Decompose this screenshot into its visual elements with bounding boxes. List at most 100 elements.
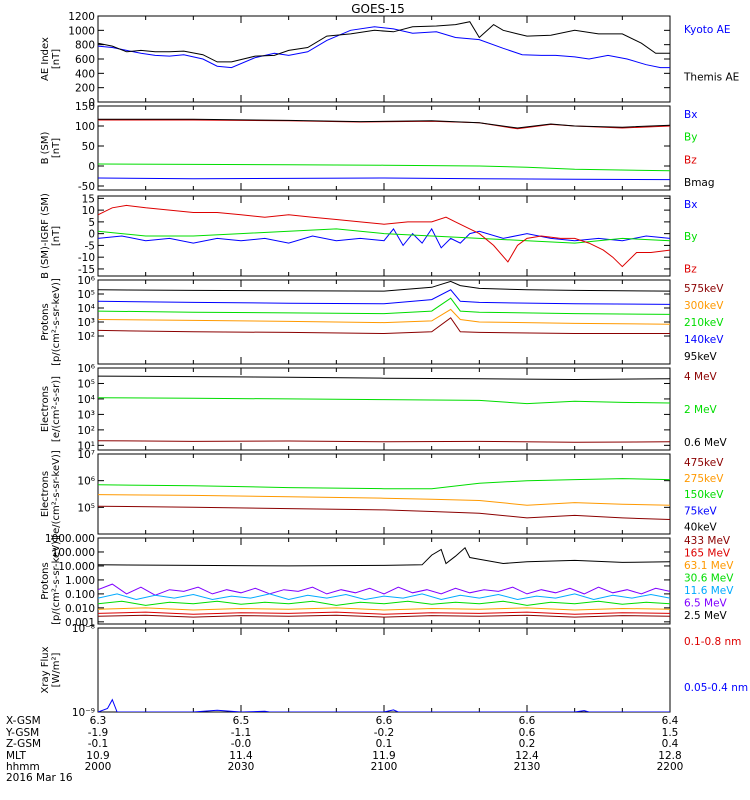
y-tick-label: 10⁴: [77, 394, 95, 406]
y-tick-label: 0: [88, 229, 95, 241]
series-group: [98, 375, 670, 443]
footer-value: 0.6: [519, 727, 536, 739]
footer-value: 6.6: [376, 715, 393, 727]
y-tick-label: 1.000: [65, 575, 95, 587]
legend-entry: Bmag: [684, 177, 715, 189]
legend-entry: By: [684, 132, 697, 144]
series-line-0-05-0-4-nm: [98, 698, 670, 712]
series-line-2-mev: [98, 397, 670, 405]
footer-value: 1.5: [662, 727, 679, 739]
y-tick-label: 10¹: [77, 440, 95, 452]
series-line-by: [98, 163, 670, 172]
footer-value: 10.9: [86, 750, 109, 762]
series-line-bz: [98, 204, 670, 268]
series-line-575kev: [98, 317, 670, 335]
y-axis-label: Xray Flux[W/m²]: [40, 646, 62, 693]
y-tick-label: -15: [78, 264, 95, 276]
y-tick-label: 1000: [68, 25, 95, 37]
footer-value: 6.4: [662, 715, 679, 727]
legend-entry: 150keV: [684, 489, 724, 501]
footer-value: 0.4: [662, 738, 679, 750]
legend-entry: Bz: [684, 263, 697, 275]
footer-value: 11.9: [372, 750, 395, 762]
y-tick-label: 10⁻⁹: [72, 707, 95, 719]
footer-row-label: Z-GSM: [6, 738, 41, 750]
series-line-themis-ae: [98, 21, 670, 63]
footer-value: 12.8: [658, 750, 681, 762]
y-axis-label: Protons[p/(cm²-s-sr-keV)]: [40, 537, 62, 625]
panel-6: 10⁵ 10⁶ 10⁷ Electrons[e/(cm²-s-sr-keV)] 475k…: [40, 449, 724, 538]
legend-entry: 0.05-0.4 nm: [684, 682, 748, 694]
y-tick-label: 150: [75, 101, 95, 113]
y-tick-label: 5: [88, 217, 95, 229]
series-line-bx: [98, 227, 670, 249]
footer-value: 2130: [514, 761, 541, 773]
series-group: [98, 546, 670, 618]
legend-entry: 575keV: [684, 283, 724, 295]
series-line-433-mev: [98, 614, 670, 618]
y-tick-label: 10.000: [58, 561, 95, 573]
footer-value: 2030: [228, 761, 255, 773]
series-line-bmag: [98, 118, 670, 129]
legend-entry: 0.6 MeV: [684, 437, 728, 449]
y-tick-label: 800: [75, 40, 95, 52]
y-tick-label: 0: [88, 161, 95, 173]
series-group: [98, 280, 670, 335]
footer-value: -1.9: [88, 727, 109, 739]
legend-entry: 275keV: [684, 473, 724, 485]
footer-row-label: Y-GSM: [5, 727, 39, 739]
series-line-63-1-mev: [98, 607, 670, 611]
panel-frame: [97, 537, 671, 625]
series-line-bx: [98, 177, 670, 181]
legend-entry: 30.6 MeV: [684, 573, 734, 585]
series-line-by: [98, 228, 670, 244]
legend-entry: Bx: [684, 109, 697, 121]
series-line-275kev: [98, 494, 670, 506]
y-tick-label: 1200: [68, 11, 95, 23]
legend-entry: 165 MeV: [684, 548, 731, 560]
footer-value: 2000: [85, 761, 112, 773]
y-tick-label: 10⁵: [77, 289, 95, 301]
series-line-30-6-mev: [98, 600, 670, 606]
series-group: [98, 21, 670, 69]
y-tick-label: 10: [82, 205, 95, 217]
footer-value: 0.2: [519, 738, 536, 750]
legend-entry: 11.6 MeV: [684, 585, 734, 597]
y-tick-label: 0.100: [65, 589, 95, 601]
y-tick-label: 10⁻⁸: [72, 623, 95, 635]
legend-entry: 75keV: [684, 505, 718, 517]
series-group: [98, 478, 670, 520]
chart-title: GOES-15: [351, 2, 405, 16]
series-line-2-5-mev: [98, 546, 670, 567]
series-line-150kev: [98, 478, 670, 490]
footer-value: -1.1: [231, 727, 252, 739]
y-tick-label: 10⁴: [77, 303, 95, 315]
footer-value: 6.6: [519, 715, 536, 727]
y-tick-label: 10⁶: [77, 275, 95, 287]
panel-frame: [97, 367, 671, 451]
y-tick-label: 0.001: [65, 617, 95, 629]
footer-row-label: MLT: [6, 750, 26, 762]
y-tick-label: 10⁵: [77, 378, 95, 390]
footer-row-label: 2016 Mar 16: [6, 772, 73, 784]
y-tick-label: 10²: [77, 331, 95, 343]
series-line-0-6-mev: [98, 375, 670, 381]
y-axis-label: AE Index[nT]: [40, 37, 62, 81]
series-group: [98, 204, 670, 268]
footer-value: 2100: [371, 761, 398, 773]
y-tick-label: 15: [82, 193, 95, 205]
legend-entry: 433 MeV: [684, 535, 731, 547]
legend-entry: Themis AE: [683, 72, 739, 84]
y-tick-label: 10²: [77, 425, 95, 437]
y-tick-label: -50: [78, 181, 95, 193]
series-line-6-5-mev: [98, 583, 670, 596]
y-tick-label: 0: [88, 97, 95, 109]
y-tick-label: 400: [75, 68, 95, 80]
panel-frame: [97, 627, 671, 713]
y-tick-label: 600: [75, 54, 95, 66]
y-tick-label: 10⁷: [77, 449, 95, 461]
series-line-0-1-0-8-nm: [98, 505, 670, 512]
y-tick-label: 10³: [77, 317, 95, 329]
